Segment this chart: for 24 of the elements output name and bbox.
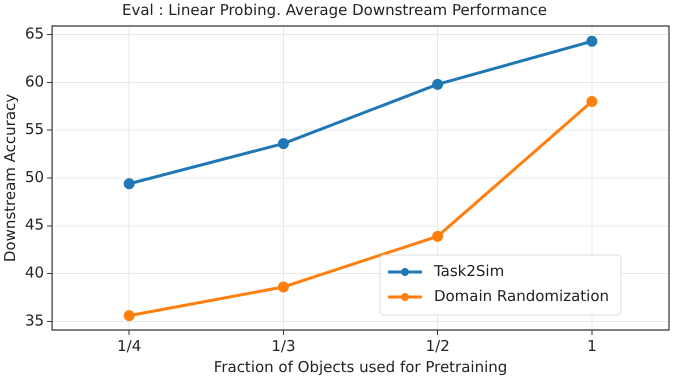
x-tick-label: 1/3 [271, 336, 296, 355]
chart-title: Eval : Linear Probing. Average Downstream Performance [122, 0, 547, 19]
point [124, 310, 135, 322]
point [432, 78, 444, 90]
legend-label: Task2Sim [432, 262, 504, 280]
y-tick-label: 40 [24, 263, 44, 282]
legend-label: Domain Randomization [434, 286, 610, 305]
y-tick-label: 50 [24, 168, 44, 186]
x-tick-label: 1/2 [426, 336, 450, 355]
point [586, 36, 598, 47]
y-tick-label: 55 [24, 120, 44, 138]
x-tick-label: 1 [587, 336, 597, 355]
y-tick-label: 45 [24, 216, 44, 234]
y-tick-label: 60 [24, 72, 44, 90]
y-tick-label: 65 [24, 24, 44, 42]
x-tick-label: 1/4 [117, 336, 142, 355]
point [124, 178, 135, 190]
x-axis-title: Fraction of Objects used for Pretraining [214, 358, 508, 376]
point [432, 230, 444, 242]
y-axis-title: Downstream Accuracy [0, 94, 19, 262]
point [278, 138, 289, 150]
point [586, 96, 598, 108]
y-tick-label: 35 [24, 311, 44, 330]
point [278, 281, 289, 292]
